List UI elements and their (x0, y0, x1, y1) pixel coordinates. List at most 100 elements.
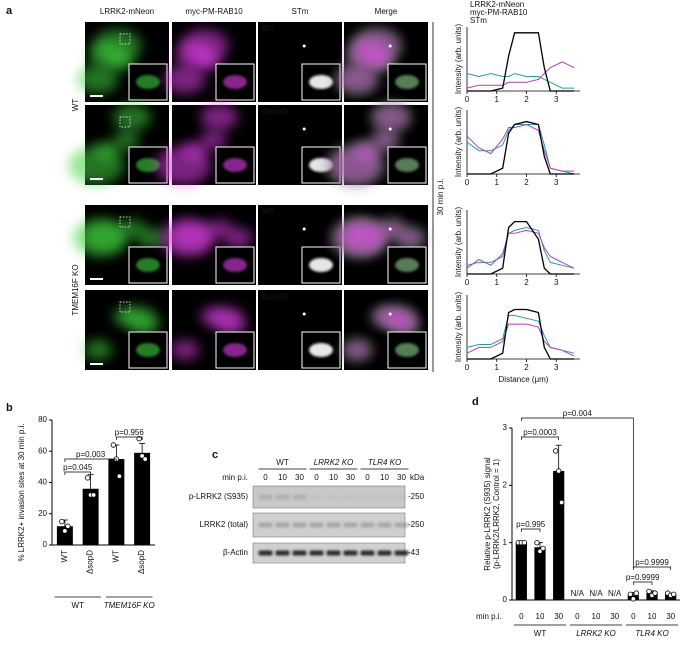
legend-entry: STm (470, 16, 487, 25)
bacterium (388, 127, 392, 131)
cell-signal (113, 131, 140, 150)
x-tick-label: 0 (465, 178, 470, 187)
blot-band (258, 522, 273, 528)
cell-signal (171, 222, 212, 251)
x-tick-label: 2 (524, 178, 529, 187)
x-tick-label: 1 (495, 178, 500, 187)
column-header: STm (292, 7, 309, 16)
data-point (116, 473, 123, 479)
time: 30 (397, 473, 406, 482)
p-value: p=0.045 (63, 463, 93, 472)
time: 30 (295, 473, 304, 482)
blot-band (326, 494, 341, 500)
row-label: WT (71, 99, 80, 112)
data-point (555, 468, 562, 474)
data-point (59, 518, 65, 525)
inset-signal (395, 343, 419, 357)
y-axis-label: Intensity (arb. units) (454, 207, 463, 278)
data-point (534, 539, 540, 546)
blot-row-label: LRRK2 (total) (200, 520, 249, 529)
legend-entry: LRRK2-mNeon (470, 0, 524, 9)
cell-signal (113, 104, 152, 131)
data-point (521, 539, 528, 546)
p-value: p=0.9999 (635, 558, 669, 567)
x-tick-label: 3 (554, 278, 559, 287)
x-tick-label: 0 (465, 278, 470, 287)
blot-band (394, 494, 409, 500)
cell-signal (342, 339, 372, 360)
time: 30 (346, 473, 355, 482)
roi (119, 216, 131, 228)
x-tick-label: 30 (610, 612, 619, 621)
x-tick-label: 1 (495, 278, 500, 287)
blot-band (292, 494, 307, 500)
significance-bracket (64, 471, 91, 475)
data-point (110, 442, 117, 448)
value-label: N/A (589, 589, 603, 598)
inset-signal (309, 158, 333, 172)
x-tick-label: 0 (575, 612, 580, 621)
cell-signal (137, 228, 166, 248)
blot-band (275, 550, 290, 556)
time: 10 (278, 473, 287, 482)
data-point (139, 453, 145, 459)
bacterium (302, 227, 306, 231)
bacterium (388, 227, 392, 231)
bar (56, 526, 73, 545)
data-point (558, 499, 565, 506)
x-tick-label: 3 (554, 178, 559, 187)
y-axis-label: Intensity (arb. units) (454, 292, 463, 363)
cell-signal (180, 29, 229, 63)
blot-band (292, 550, 307, 556)
row-label: TMEM16F KO (71, 264, 80, 315)
column-header: Merge (375, 7, 398, 16)
blot-group: LRRK2 KO (314, 458, 354, 467)
data-point (646, 588, 652, 595)
cell-signal (352, 29, 401, 63)
time-label: min p.i. (222, 473, 248, 482)
cell-signal (170, 339, 200, 360)
cell-signal (396, 228, 425, 248)
cell-signal (343, 222, 384, 251)
x-tick-label: 30 (554, 612, 563, 621)
y-axis-label: (p-LRRK2/LRRK2, Control = 1) (492, 459, 501, 569)
blot-row-label: p-LRRK2 (S935) (189, 492, 248, 501)
cell-signal (327, 146, 383, 185)
x-tick-label: 2 (524, 363, 529, 372)
cell-signal (372, 104, 411, 131)
x-tick-label: WT (60, 550, 69, 563)
x-tick-label: WT (111, 550, 120, 563)
inset-signal (136, 158, 160, 172)
condition-label: WT (262, 207, 275, 216)
unit: kDa (410, 473, 425, 482)
p-value: p=0.0003 (523, 428, 557, 437)
marker: -43 (408, 548, 420, 557)
y-tick-label: 0 (503, 595, 508, 604)
bar (515, 542, 527, 600)
y-axis-label: Intensity (arb. units) (454, 24, 463, 95)
inset-signal (309, 258, 333, 272)
column-header: myc-PM-RAB10 (185, 7, 243, 16)
y-tick-label: 3 (503, 423, 508, 432)
data-point (540, 545, 546, 552)
data-point (652, 590, 658, 596)
y-tick-label: 0 (43, 540, 48, 549)
y-tick-label: 2 (503, 480, 508, 489)
blot-band (258, 550, 273, 556)
p-value: p=0.9999 (626, 573, 660, 582)
inset-signal (309, 343, 333, 357)
profile-line (467, 120, 575, 175)
cell-signal (200, 131, 227, 150)
x-tick-label: ΔsopD (86, 550, 95, 574)
bacterium (302, 127, 306, 131)
x-tick-label: 3 (554, 95, 559, 104)
blot-band (343, 494, 358, 500)
y-tick-label: 40 (38, 478, 47, 487)
significance-bracket (520, 417, 634, 568)
p-value: p=0.995 (516, 520, 546, 529)
panel-label: d (472, 396, 479, 408)
cell-signal (336, 64, 378, 94)
data-point (142, 456, 148, 462)
profile-line (466, 72, 575, 89)
data-point (670, 591, 677, 597)
